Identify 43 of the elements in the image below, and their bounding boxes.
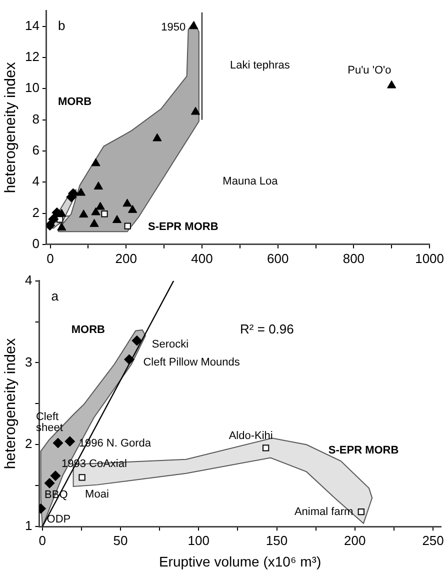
y-axis-title: heterogeneity index [2,62,20,194]
y-tick-label: 6 [32,142,40,158]
y-tick-label: 2 [32,204,40,220]
annotation: a [51,288,60,304]
annotation: Animal farm [294,506,354,518]
annotation: ODP [46,514,71,526]
y-tick-label: 8 [32,111,40,126]
annotation: Moai [85,488,109,500]
x-tick-label: 0 [46,250,54,266]
x-tick-label: 200 [115,250,137,266]
y-tick-label: 1 [24,518,32,534]
annotation: Serocki [152,338,189,351]
annotation: MORB [71,324,106,336]
annotation: MORB [58,96,92,108]
x-tick-label: 250 [422,532,444,548]
x-tick-label: 50 [113,532,128,548]
x-tick-label: 100 [188,532,210,548]
annotation: 1950 [161,21,186,34]
x-tick-label: 600 [266,250,289,266]
annotation: Mauna Loa [222,175,279,188]
y-tick-label: 3 [24,354,32,370]
annotation: S-EPR MORB [148,220,218,233]
x-tick-label: 200 [344,532,366,548]
annotation: Cleft Pillow Mounds [143,356,240,368]
y-tick-label: 0 [32,236,40,251]
x-tick-label: 1000 [415,250,444,266]
annotation: Pu'u 'O'o [348,64,392,77]
y-tick-label: 14 [24,18,40,33]
x-axis-title: Eruptive volume (x10⁶ m³) [158,553,322,570]
x-tick-label: 400 [191,250,213,266]
annotation: Aldo-Kihi [228,430,273,442]
x-tick-label: 800 [342,250,365,266]
y-tick-label: 12 [24,49,40,64]
annotation: b [58,18,66,34]
x-tick-label: 150 [266,532,288,548]
annotation: S-EPR MORB [328,444,399,456]
y-tick-label: 2 [24,436,32,452]
annotation: Laki tephras [230,59,290,72]
annotation: R² = 0.96 [240,322,294,337]
y-axis-title: heterogeneity index [2,338,20,470]
y-tick-label: 4 [32,174,40,189]
y-tick-label: 4 [24,272,32,288]
y-tick-label: 10 [24,80,40,96]
